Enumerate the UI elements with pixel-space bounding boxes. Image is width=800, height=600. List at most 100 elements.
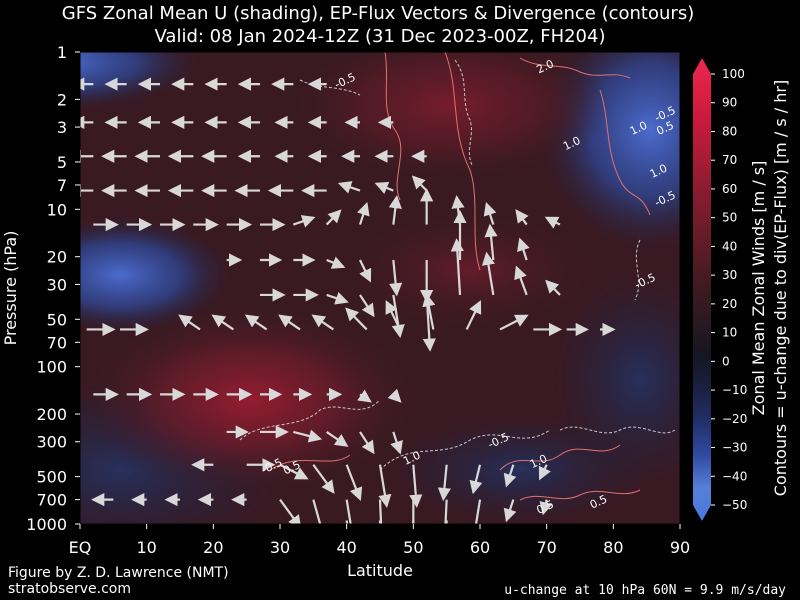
- chart-title: GFS Zonal Mean U (shading), EP-Flux Vect…: [62, 3, 694, 24]
- polar-night-jet: [290, 52, 610, 180]
- y-tick-label-70: 70: [47, 333, 67, 352]
- colorbar-label-winds: Zonal Mean Zonal Winds [m / s]: [749, 161, 768, 416]
- ep-flux-vector-80: [244, 314, 268, 331]
- ep-flux-vector-81: [278, 314, 301, 331]
- y-tick-label-5: 5: [57, 153, 67, 172]
- colorbar-tick-label-90: 90: [722, 96, 737, 110]
- ep-flux-vector-54: [515, 209, 529, 226]
- ep-flux-vector-60: [359, 259, 372, 283]
- colorbar-tick-label-30: 30: [722, 268, 737, 282]
- ep-flux-vector-79: [211, 314, 234, 331]
- ep-flux-vector-38: [337, 181, 361, 194]
- y-tick-label-7: 7: [57, 176, 67, 195]
- x-tick-label-90: 90: [670, 538, 690, 557]
- ep-flux-vector-39: [374, 181, 394, 195]
- ep-flux-vector-104: [326, 431, 349, 447]
- ep-flux-vector-117: [538, 464, 551, 481]
- x-tick-label-eq: EQ: [69, 538, 92, 557]
- plot-area: -0.52.01.01.01.0-0.50.5-0.5-0.5-0.50.5 1.…: [80, 52, 680, 524]
- ep-flux-vector-74: [514, 265, 528, 296]
- contour-line-13: [559, 426, 676, 434]
- y-tick-label-10: 10: [47, 200, 67, 219]
- ep-flux-vector-86: [465, 300, 482, 330]
- x-tick-label-80: 80: [603, 538, 623, 557]
- ep-flux-vector-112: [378, 464, 392, 508]
- ep-flux-vector-82: [311, 314, 334, 331]
- colorbar-tick-label-0: 0: [722, 354, 730, 368]
- ep-flux-vector-105: [359, 431, 375, 455]
- colorbar-tick-label-50: 50: [722, 211, 737, 225]
- y-axis: 1 2 3 5 7 10 20 30 50 70 100 200 300 500 700 1000: [26, 43, 80, 534]
- y-tick-label-100: 100: [36, 358, 67, 377]
- ep-flux-vector-128: [444, 499, 448, 524]
- ep-flux-vector-110: [312, 464, 335, 494]
- colorbar-tick-label-80: 80: [722, 124, 737, 138]
- ep-flux-vector-78: [178, 314, 201, 331]
- ep-flux-vector-125: [345, 499, 352, 524]
- colorbar-tick-label-100: 100: [722, 67, 745, 81]
- contour-line-5: [454, 59, 473, 166]
- colorbar-tick-label--10: −10: [722, 383, 747, 397]
- footer-credit: Figure by Z. D. Lawrence (NMT): [8, 565, 229, 581]
- ep-flux-vectors: [80, 77, 616, 524]
- y-axis-label: Pressure (hPa): [1, 231, 20, 346]
- x-tick-label-20: 20: [203, 538, 223, 557]
- ep-flux-vector-61: [389, 259, 403, 297]
- ep-flux-vector-123: [279, 498, 302, 524]
- ep-flux-vector-135: [445, 520, 448, 524]
- contour-line-2: [444, 52, 481, 271]
- ep-flux-vector-131: [539, 499, 553, 516]
- ep-flux-vector-83: [345, 307, 368, 331]
- contour-line-9: [269, 454, 351, 471]
- ep-flux-vector-100: [387, 388, 402, 403]
- ep-flux-vector-114: [437, 464, 451, 502]
- x-tick-label-40: 40: [336, 538, 356, 557]
- y-tick-label-200: 200: [36, 405, 67, 424]
- ep-divergence-contours: [239, 52, 676, 501]
- ep-flux-vector-87: [499, 314, 529, 331]
- ep-flux-vector-75: [545, 279, 561, 296]
- ep-flux-vector-116: [503, 464, 517, 488]
- colorbar-tick-label-70: 70: [722, 153, 737, 167]
- y-tick-label-700: 700: [36, 491, 67, 510]
- colorbar-tick-label-10: 10: [722, 326, 737, 340]
- x-tick-label-10: 10: [136, 538, 156, 557]
- contour-line-11: [499, 444, 621, 471]
- y-tick-label-1000: 1000: [26, 515, 67, 534]
- x-tick-label-70: 70: [536, 538, 556, 557]
- colorbar-tick-label--50: −50: [722, 498, 747, 512]
- y-tick-label-20: 20: [47, 248, 67, 267]
- y-tick-label-3: 3: [57, 118, 67, 137]
- contour-line-3: [519, 57, 631, 79]
- ep-flux-vector-130: [503, 499, 517, 523]
- footer-site: stratobserve.com: [8, 581, 131, 597]
- contour-labels: -0.52.01.01.01.0-0.50.5-0.5-0.5-0.50.5 1.…: [259, 57, 677, 517]
- ep-flux-vector-55: [544, 216, 561, 229]
- plot-frame: [79, 51, 681, 525]
- chart-subtitle: Valid: 08 Jan 2024-12Z (31 Dec 2023-00Z,…: [155, 26, 606, 47]
- contour-line-8: [239, 399, 381, 441]
- ep-flux-vector-50: [388, 195, 402, 225]
- ep-flux-vector-48: [325, 209, 342, 226]
- colorbar-tick-label--30: −30: [722, 441, 747, 455]
- colorbar-label-contours: Contours = u-change due to div(EP-Flux) …: [771, 80, 790, 496]
- ep-flux-vector-129: [474, 499, 482, 524]
- ep-flux-vector-106: [390, 431, 403, 455]
- ep-flux-vector-126: [378, 499, 383, 524]
- ep-flux-vector-115: [469, 464, 483, 495]
- y-tick-label-50: 50: [47, 310, 67, 329]
- ep-flux-vector-85: [422, 293, 436, 330]
- contour-line-7: [634, 239, 641, 301]
- y-tick-label-30: 30: [47, 275, 67, 294]
- ep-flux-vector-69: [359, 294, 375, 318]
- ep-flux-vector-109: [279, 463, 309, 480]
- colorbar-tick-label-40: 40: [722, 239, 737, 253]
- easterly-region-tropical-strat: [80, 217, 230, 333]
- colorbar-tick-label--40: −40: [722, 469, 747, 483]
- contour-line-1: [384, 52, 402, 201]
- x-tick-label-50: 50: [403, 538, 423, 557]
- colorbar-tick-label-60: 60: [722, 182, 737, 196]
- ep-flux-vector-84: [385, 300, 401, 330]
- x-axis: EQ 10 20 30 40 50 60 70 80 90: [69, 524, 690, 557]
